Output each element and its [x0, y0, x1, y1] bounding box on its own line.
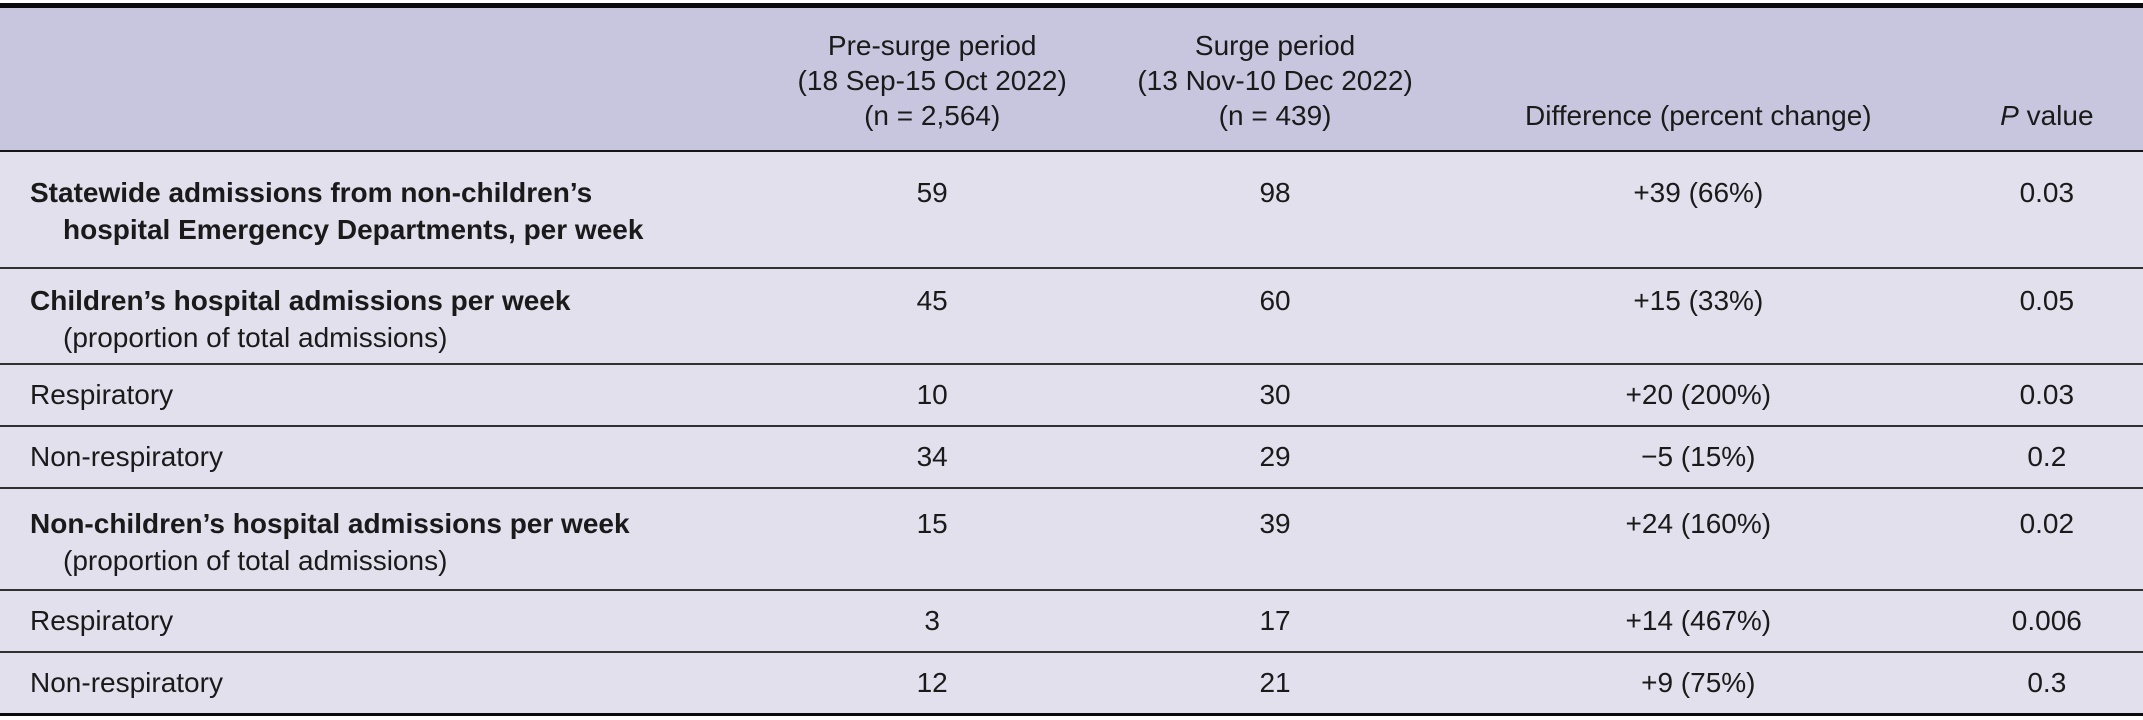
row-label: Non-respiratory	[30, 667, 223, 698]
cell-difference: +24 (160%)	[1467, 487, 1929, 590]
header-presurge: Pre-surge period (18 Sep-15 Oct 2022) (n…	[782, 5, 1083, 152]
row-label-cell: Respiratory	[0, 589, 783, 652]
header-line: Pre-surge period	[827, 30, 1037, 61]
header-difference: Difference (percent change)	[1467, 5, 1929, 152]
header-surge: Surge period (13 Nov-10 Dec 2022) (n = 4…	[1082, 5, 1468, 152]
cell-pvalue: 0.3	[1928, 651, 2143, 715]
cell-difference: +15 (33%)	[1467, 267, 1929, 364]
cell-pvalue: 0.2	[1928, 425, 2143, 488]
cell-surge: 29	[1082, 425, 1468, 488]
table-row: Statewide admissions from non-children’s…	[0, 151, 2143, 268]
table-row: Non-children’s hospital admissions per w…	[0, 487, 2143, 590]
row-label: Children’s hospital admissions per week	[30, 285, 571, 316]
p-italic: P	[2000, 100, 2019, 131]
cell-difference: −5 (15%)	[1467, 425, 1929, 488]
row-label-continued: (proportion of total admissions)	[63, 322, 448, 353]
row-label: Non-children’s hospital admissions per w…	[30, 508, 630, 539]
cell-surge: 21	[1082, 651, 1468, 715]
cell-difference: +9 (75%)	[1467, 651, 1929, 715]
row-label-cell: Non-children’s hospital admissions per w…	[0, 487, 783, 590]
row-label-cell: Children’s hospital admissions per week …	[0, 267, 783, 364]
header-line: (n = 2,564)	[864, 100, 1001, 131]
header-empty-cell	[0, 5, 783, 152]
table-row: Respiratory 10 30 +20 (200%) 0.03	[0, 363, 2143, 426]
table-header: Pre-surge period (18 Sep-15 Oct 2022) (n…	[0, 5, 2143, 152]
admissions-table: Pre-surge period (18 Sep-15 Oct 2022) (n…	[0, 3, 2143, 716]
table-row: Non-respiratory 34 29 −5 (15%) 0.2	[0, 425, 2143, 488]
cell-presurge: 3	[782, 589, 1083, 652]
header-line: (13 Nov-10 Dec 2022)	[1137, 65, 1413, 96]
cell-presurge: 10	[782, 363, 1083, 426]
row-label-continued: (proportion of total admissions)	[63, 545, 448, 576]
row-label-continued: hospital Emergency Departments, per week	[63, 214, 644, 245]
table-row: Children’s hospital admissions per week …	[0, 267, 2143, 364]
row-label: Statewide admissions from non-children’s	[30, 177, 593, 208]
cell-surge: 30	[1082, 363, 1468, 426]
cell-pvalue: 0.05	[1928, 267, 2143, 364]
table-body: Statewide admissions from non-children’s…	[0, 151, 2143, 715]
row-label: Respiratory	[30, 379, 174, 410]
header-line: Surge period	[1194, 30, 1356, 61]
cell-difference: +20 (200%)	[1467, 363, 1929, 426]
cell-surge: 17	[1082, 589, 1468, 652]
cell-pvalue: 0.03	[2019, 177, 2075, 208]
cell-presurge: 12	[782, 651, 1083, 715]
cell-pvalue: 0.02	[1928, 487, 2143, 590]
cell-difference: +39 (66%)	[1633, 177, 1764, 208]
header-pvalue: P value	[1928, 5, 2143, 152]
cell-difference: +14 (467%)	[1467, 589, 1929, 652]
row-label-cell: Respiratory	[0, 363, 783, 426]
row-label: Respiratory	[30, 605, 174, 636]
cell-presurge: 15	[782, 487, 1083, 590]
cell-presurge: 59	[916, 177, 948, 208]
row-label-cell: Non-respiratory	[0, 651, 783, 715]
row-label-cell: Non-respiratory	[0, 425, 783, 488]
cell-surge: 98	[1259, 177, 1291, 208]
cell-surge: 39	[1082, 487, 1468, 590]
cell-surge: 60	[1082, 267, 1468, 364]
cell-presurge: 45	[782, 267, 1083, 364]
header-line: (n = 439)	[1218, 100, 1332, 131]
row-label: Non-respiratory	[30, 441, 223, 472]
header-row: Pre-surge period (18 Sep-15 Oct 2022) (n…	[0, 5, 2143, 152]
cell-pvalue: 0.006	[1928, 589, 2143, 652]
table-row: Non-respiratory 12 21 +9 (75%) 0.3	[0, 651, 2143, 715]
table-row: Respiratory 3 17 +14 (467%) 0.006	[0, 589, 2143, 652]
cell-presurge: 34	[782, 425, 1083, 488]
row-label-cell: Statewide admissions from non-children’s…	[0, 151, 782, 268]
p-rest: value	[2018, 100, 2094, 131]
cell-pvalue: 0.03	[1928, 363, 2143, 426]
header-line: (18 Sep-15 Oct 2022)	[797, 65, 1067, 96]
